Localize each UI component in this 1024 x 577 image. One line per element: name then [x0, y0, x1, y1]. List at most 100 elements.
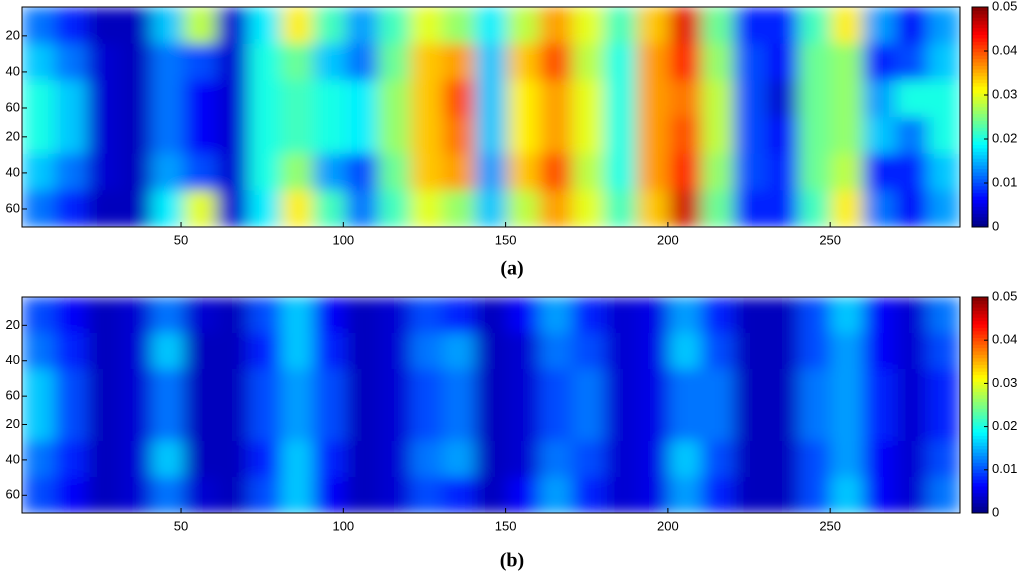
- heat-cell: [377, 153, 411, 191]
- heat-cell: [765, 477, 799, 513]
- heat-cell: [539, 190, 573, 227]
- heat-cell: [604, 80, 638, 118]
- heat-cell: [151, 80, 185, 118]
- heat-cell: [636, 369, 670, 406]
- colorbar-swatch: [972, 445, 988, 450]
- heat-cell: [798, 297, 832, 334]
- heat-cell: [183, 297, 217, 334]
- heat-cell: [798, 80, 832, 118]
- heat-cell: [604, 297, 638, 334]
- heat-cell: [151, 333, 185, 370]
- colorbar-swatch: [972, 216, 988, 221]
- heat-cell: [119, 405, 152, 442]
- heat-cell: [183, 80, 217, 118]
- colorbar-swatch: [972, 307, 988, 311]
- heat-cell: [862, 43, 896, 81]
- colorbar-swatch: [972, 20, 988, 25]
- heat-cell: [86, 297, 120, 334]
- heat-cell: [248, 153, 282, 191]
- heat-cell: [183, 333, 217, 370]
- heat-cell: [248, 477, 282, 513]
- colorbar-swatch: [972, 496, 988, 500]
- heat-cell: [86, 333, 120, 370]
- colorbar-swatch: [972, 117, 988, 121]
- heat-cell: [539, 369, 573, 406]
- colorbar-swatch: [972, 330, 988, 335]
- heat-cell: [22, 117, 55, 155]
- heat-cell: [571, 153, 605, 191]
- colorbar-swatch: [972, 479, 988, 484]
- heat-cell: [474, 7, 508, 45]
- heat-cell: [86, 80, 120, 118]
- heat-cell: [668, 43, 702, 81]
- heat-cell: [571, 7, 605, 45]
- heat-cell: [248, 43, 282, 81]
- heat-cell: [183, 405, 217, 442]
- colorbar-swatch: [972, 34, 988, 39]
- heat-cell: [862, 297, 896, 334]
- colorbar-swatch: [972, 82, 988, 87]
- heat-cell: [151, 7, 185, 45]
- colorbar-tick-label: 0: [992, 504, 999, 519]
- heat-cell: [442, 80, 476, 118]
- colorbar-swatch: [972, 472, 988, 477]
- colorbar-swatch: [972, 351, 988, 355]
- colorbar-swatch: [972, 75, 988, 80]
- colorbar-swatch: [972, 147, 988, 152]
- colorbar-swatch: [972, 300, 988, 305]
- heat-cell: [895, 441, 929, 478]
- heat-cell: [410, 333, 444, 370]
- heat-cell: [798, 7, 832, 45]
- heat-cell: [183, 7, 217, 45]
- heat-cell: [410, 297, 444, 334]
- heat-cell: [701, 80, 735, 118]
- heat-cell: [507, 477, 541, 513]
- colorbar-swatch: [972, 465, 988, 470]
- heat-cell: [701, 153, 735, 191]
- heat-cell: [442, 477, 476, 513]
- colorbar-swatch: [972, 421, 988, 426]
- heat-cell: [895, 190, 929, 227]
- heat-cell: [216, 43, 250, 81]
- heat-cell: [248, 297, 282, 334]
- heat-cell: [248, 405, 282, 442]
- heat-cell: [636, 405, 670, 442]
- heat-cell: [798, 190, 832, 227]
- heat-cell: [345, 190, 379, 227]
- colorbar-swatch: [972, 172, 988, 176]
- colorbar-swatch: [972, 185, 988, 190]
- heat-cell: [830, 333, 864, 370]
- colorbar-swatch: [972, 418, 988, 423]
- heat-cell: [539, 477, 573, 513]
- heat-cell: [313, 477, 347, 513]
- colorbar-swatch: [972, 10, 988, 15]
- heat-cell: [701, 7, 735, 45]
- heat-cell: [313, 297, 347, 334]
- heat-cell: [216, 117, 250, 155]
- heat-cell: [442, 43, 476, 81]
- heat-cell: [345, 441, 379, 478]
- heat-cell: [313, 333, 347, 370]
- heat-cell: [507, 43, 541, 81]
- heat-cell: [474, 190, 508, 227]
- colorbar-tick-label: 0.02: [992, 130, 1017, 145]
- heat-cell: [507, 297, 541, 334]
- colorbar-swatch: [972, 55, 988, 60]
- colorbar-swatch: [972, 411, 988, 416]
- heat-cell: [442, 153, 476, 191]
- colorbar-swatch: [972, 340, 988, 345]
- y-tick-label: 20: [6, 27, 20, 42]
- heat-cell: [216, 441, 250, 478]
- heat-cell: [474, 297, 508, 334]
- heat-cell: [248, 333, 282, 370]
- heat-cell: [474, 80, 508, 118]
- heat-cell: [280, 297, 314, 334]
- colorbar-swatch: [972, 13, 988, 18]
- colorbar-swatch: [972, 435, 988, 440]
- colorbar-swatch: [972, 415, 988, 419]
- colorbar-swatch: [972, 110, 988, 115]
- heat-cell: [636, 477, 670, 513]
- heat-cell: [571, 477, 605, 513]
- colorbar-tick-label: 0.05: [992, 0, 1017, 13]
- colorbar-swatch: [972, 79, 988, 84]
